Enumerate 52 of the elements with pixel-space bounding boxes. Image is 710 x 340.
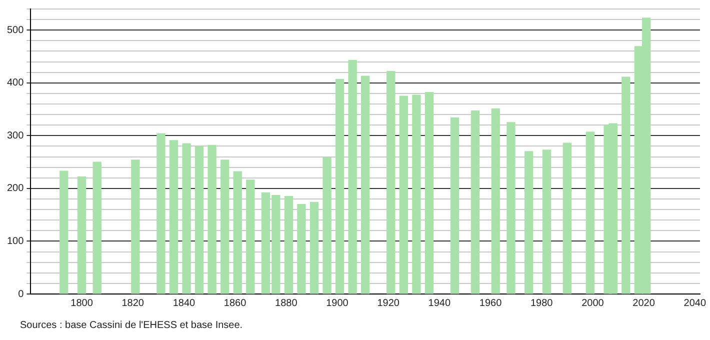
y-tick-label: 300 (6, 130, 24, 142)
x-tick-label: 1840 (172, 298, 196, 309)
bar (412, 94, 421, 294)
bar (524, 151, 534, 294)
bar (77, 176, 86, 294)
bar (233, 171, 242, 294)
bar (322, 156, 332, 294)
bar (60, 170, 68, 294)
bar (470, 110, 480, 294)
y-tick-label: 200 (6, 183, 24, 194)
bar (156, 133, 166, 294)
bar (361, 76, 370, 294)
bar (246, 180, 255, 294)
bar (208, 144, 216, 294)
x-tick-label: 1800 (70, 298, 94, 309)
x-tick-label: 1920 (377, 298, 400, 309)
bar (450, 117, 460, 294)
y-tick-label: 0 (18, 288, 24, 300)
x-tick-label: 1980 (530, 298, 554, 309)
x-tick-label: 1860 (224, 298, 247, 309)
bar (586, 132, 594, 294)
bar (194, 146, 204, 294)
bar (506, 122, 516, 294)
source-note: Sources : base Cassini de l'EHESS et base Insee. (20, 320, 243, 331)
bar (310, 202, 319, 294)
x-tick-label: 1940 (428, 298, 451, 309)
bar (399, 96, 408, 294)
bar (542, 150, 552, 294)
bar (131, 160, 140, 294)
bar (562, 142, 572, 294)
bar (169, 140, 178, 294)
bar (182, 143, 191, 294)
x-tick-label: 1820 (122, 298, 144, 309)
x-tick-label: 2000 (582, 298, 604, 309)
x-tick-label: 1960 (479, 298, 502, 309)
bar (622, 76, 630, 294)
x-tick-label: 1880 (275, 298, 298, 309)
y-tick-label: 100 (6, 236, 24, 247)
bar (220, 160, 230, 294)
bar (348, 60, 357, 294)
y-tick-label: 400 (6, 78, 24, 89)
bar (284, 196, 294, 294)
x-tick-label: 2040 (684, 298, 706, 309)
bar (491, 108, 500, 294)
y-tick-label: 500 (6, 24, 24, 36)
bar (92, 162, 102, 294)
bar (297, 204, 306, 294)
x-tick-label: 2020 (632, 298, 656, 309)
x-tick-label: 1900 (326, 298, 349, 309)
bar (386, 70, 396, 294)
bar (424, 92, 434, 294)
bar (335, 78, 344, 294)
